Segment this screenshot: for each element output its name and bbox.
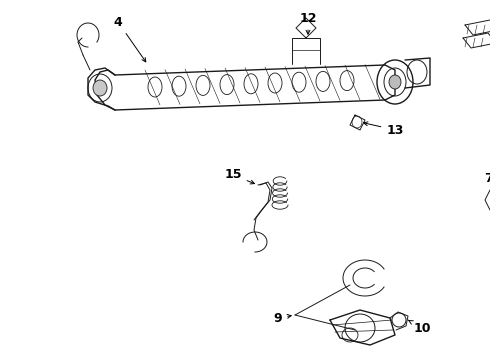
Text: 4: 4 — [114, 15, 146, 62]
Text: 12: 12 — [299, 12, 317, 34]
Ellipse shape — [389, 75, 401, 89]
Text: 15: 15 — [224, 168, 254, 184]
Text: 13: 13 — [364, 122, 404, 136]
Text: 9: 9 — [274, 311, 291, 324]
Ellipse shape — [93, 80, 107, 96]
Text: 7: 7 — [484, 171, 490, 188]
Text: 10: 10 — [408, 320, 431, 334]
